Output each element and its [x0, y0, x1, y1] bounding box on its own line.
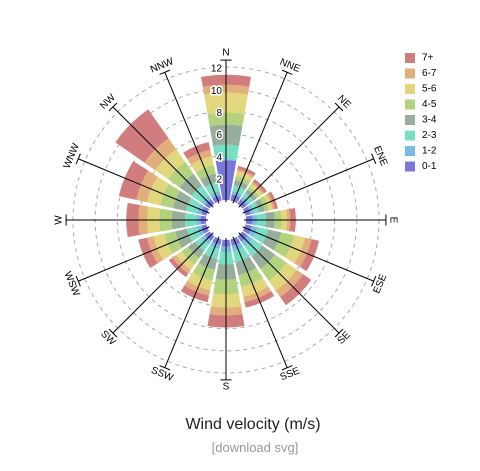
- legend-swatch: [405, 130, 415, 141]
- axis-line: [112, 232, 214, 334]
- download-link[interactable]: [download svg]: [211, 440, 299, 455]
- bar-segment: [118, 161, 149, 200]
- bar-segment: [172, 190, 192, 212]
- inner-circle: [208, 202, 244, 238]
- bar-segment: [138, 237, 158, 269]
- bar-segment: [235, 256, 257, 276]
- legend-swatch: [405, 84, 415, 94]
- direction-label: WSW: [62, 270, 82, 298]
- axis-line: [232, 71, 288, 204]
- y-tick-label: 2: [216, 174, 222, 185]
- direction-label: N: [222, 48, 229, 59]
- legend-label: 2-3: [422, 130, 437, 141]
- bar-segment: [198, 253, 218, 270]
- bar-segment: [146, 176, 169, 206]
- legend-swatch: [405, 53, 415, 63]
- axis-line: [242, 158, 375, 214]
- direction-label: SSW: [149, 365, 175, 384]
- direction-label: ENE: [371, 145, 389, 169]
- bar-segment: [262, 229, 282, 251]
- axis-line: [238, 232, 340, 334]
- bar-segment: [190, 156, 214, 173]
- bar-segment: [187, 226, 201, 242]
- axis-line: [77, 226, 210, 282]
- chart: NNNENEENEEESESESSESSSWSWWSWWWNWNWNNW2468…: [54, 48, 437, 393]
- axis-tick: [334, 102, 344, 112]
- axis-tick: [108, 328, 118, 338]
- bar-segment: [204, 245, 220, 259]
- axis-tick: [75, 275, 81, 287]
- bar-segment: [284, 235, 306, 264]
- bar-segment: [153, 233, 173, 260]
- bar-segment: [200, 173, 218, 188]
- bar-segment: [159, 183, 181, 209]
- bar-segment: [253, 227, 269, 244]
- axis-tick: [159, 69, 171, 75]
- direction-label: S: [223, 382, 230, 393]
- bar-segment: [238, 267, 263, 288]
- chart-title: Wind velocity (m/s): [185, 416, 321, 433]
- legend-label: 4-5: [422, 99, 437, 110]
- bar-segment: [233, 247, 250, 263]
- legend-swatch: [405, 146, 415, 156]
- direction-label: E: [387, 217, 398, 224]
- y-tick-label: 6: [216, 130, 222, 141]
- y-tick-label: 4: [216, 152, 222, 163]
- bar-segment: [192, 263, 215, 281]
- axis-tick: [108, 102, 118, 112]
- bar-segment: [205, 182, 220, 195]
- axis-tick: [281, 69, 293, 75]
- direction-label: ESE: [372, 272, 390, 295]
- axis-line: [77, 158, 210, 214]
- direction-label: NNW: [149, 56, 176, 76]
- axis-line: [238, 106, 340, 208]
- bar-segment: [187, 272, 213, 291]
- legend-swatch: [405, 99, 415, 110]
- legend-swatch: [405, 115, 415, 125]
- bar-segment: [185, 197, 201, 214]
- axis-line: [232, 236, 288, 369]
- y-tick-label: 12: [211, 64, 223, 75]
- axis-tick: [334, 328, 344, 338]
- bar-segment: [175, 228, 193, 248]
- legend-label: 1-2: [422, 146, 437, 157]
- legend-swatch: [405, 68, 415, 79]
- bar-segment: [195, 164, 216, 180]
- axis-line: [164, 236, 220, 369]
- bar-segment: [164, 231, 182, 254]
- legend-label: 7+: [422, 53, 434, 64]
- y-tick-label: 8: [216, 108, 222, 119]
- axis-line: [112, 106, 214, 208]
- axis-line: [164, 71, 220, 204]
- axis-tick: [371, 275, 377, 287]
- legend-swatch: [405, 161, 415, 172]
- bar-segment: [241, 278, 269, 297]
- legend-label: 5-6: [422, 84, 437, 95]
- y-tick-label: 10: [211, 86, 223, 97]
- direction-label: SSE: [279, 365, 302, 383]
- legend-label: 0-1: [422, 161, 437, 172]
- direction-label: W: [54, 215, 65, 225]
- legend-label: 3-4: [422, 115, 437, 126]
- bar-segment: [273, 232, 295, 258]
- axis-line: [242, 226, 375, 282]
- axis-tick: [281, 365, 293, 371]
- axis-tick: [75, 153, 81, 165]
- bar-segment: [136, 170, 158, 203]
- legend-label: 6-7: [422, 68, 437, 79]
- axis-tick: [371, 153, 377, 165]
- direction-label: NNE: [278, 57, 302, 75]
- axis-tick: [159, 365, 171, 371]
